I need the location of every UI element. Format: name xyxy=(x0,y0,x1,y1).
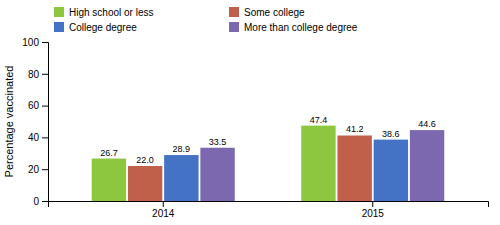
tick-label: 2014 xyxy=(152,208,175,219)
legend-item: More than college degree xyxy=(229,22,358,33)
tick-label: 2015 xyxy=(362,208,385,219)
y-tick: 100 xyxy=(22,37,48,48)
tick-mark xyxy=(42,74,48,75)
y-tick: 0 xyxy=(33,196,48,207)
tick-mark xyxy=(42,201,48,202)
y-axis-title: Percentage vaccinated xyxy=(3,66,15,178)
chart: 0 20 40 60 80 100 2014 2015 26.7 47.4 22.0 41.2 28.9… xyxy=(0,0,500,225)
legend-label: More than college degree xyxy=(244,22,358,33)
legend-label: Some college xyxy=(244,7,305,18)
data-label: 33.5 xyxy=(209,137,227,147)
x-tick: 2014 xyxy=(152,201,175,219)
tick-mark xyxy=(42,169,48,170)
tick-label: 80 xyxy=(28,69,40,80)
tick-label: 40 xyxy=(28,132,40,143)
legend-swatch xyxy=(54,7,64,17)
bar xyxy=(410,130,444,201)
legend-item: College degree xyxy=(54,22,137,33)
bar xyxy=(337,135,371,201)
bar xyxy=(92,159,126,201)
data-label: 41.2 xyxy=(346,124,364,134)
tick-label: 100 xyxy=(22,37,39,48)
bar xyxy=(374,140,408,201)
bar xyxy=(301,126,335,201)
legend-item: High school or less xyxy=(54,7,153,18)
y-tick: 80 xyxy=(28,69,48,80)
legend: High school or less Some college College d… xyxy=(54,7,358,33)
data-label: 22.0 xyxy=(136,155,154,165)
y-axis: 0 20 40 60 80 100 xyxy=(22,37,48,207)
data-label: 47.4 xyxy=(310,115,328,125)
legend-label: College degree xyxy=(69,22,137,33)
y-tick: 40 xyxy=(28,132,48,143)
legend-item: Some college xyxy=(229,7,305,18)
legend-swatch xyxy=(229,22,239,32)
legend-swatch xyxy=(229,7,239,17)
tick-mark xyxy=(163,201,164,207)
tick-label: 20 xyxy=(28,164,40,175)
bar xyxy=(200,148,234,201)
x-tick: 2015 xyxy=(362,201,385,219)
data-label: 28.9 xyxy=(173,144,191,154)
axis-line xyxy=(42,43,49,202)
legend-swatch xyxy=(54,22,64,32)
x-axis: 2014 2015 xyxy=(49,201,489,219)
bars xyxy=(92,126,445,201)
data-label: 38.6 xyxy=(382,129,400,139)
axis-line xyxy=(49,202,489,208)
tick-mark xyxy=(42,42,48,43)
y-tick: 60 xyxy=(28,100,48,111)
data-labels: 26.7 47.4 22.0 41.2 28.9 38.6 33.5 44.6 xyxy=(100,115,436,165)
bar xyxy=(164,155,198,201)
tick-mark xyxy=(42,137,48,138)
legend-label: High school or less xyxy=(69,7,153,18)
data-label: 26.7 xyxy=(100,148,118,158)
tick-mark xyxy=(372,201,373,207)
tick-label: 60 xyxy=(28,100,40,111)
y-tick: 20 xyxy=(28,164,48,175)
tick-mark xyxy=(42,106,48,107)
data-label: 44.6 xyxy=(418,119,436,129)
tick-label: 0 xyxy=(33,196,39,207)
plot: 0 20 40 60 80 100 2014 2015 26.7 47.4 22.0 41.2 28.9… xyxy=(22,37,488,219)
bar xyxy=(128,166,162,201)
